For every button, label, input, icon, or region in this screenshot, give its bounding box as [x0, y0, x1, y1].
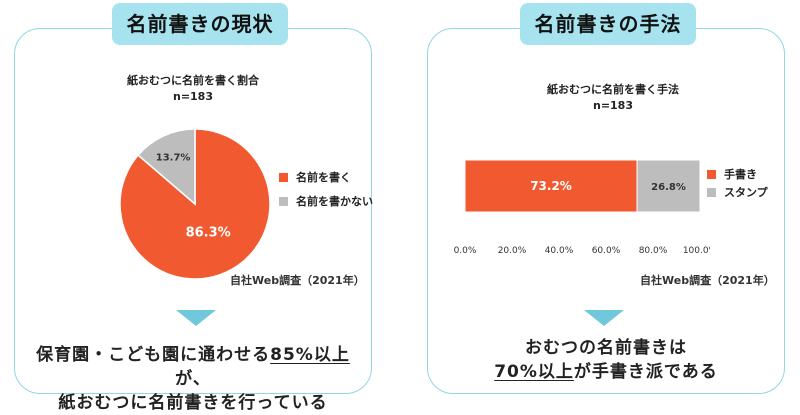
pie-slice [137, 128, 196, 206]
x-tick-label: 20.0% [498, 246, 527, 256]
right-conclusion-line1: おむつの名前書きは [525, 338, 687, 358]
conclusion-text: が手書き派である [573, 362, 718, 382]
x-tick-label: 40.0% [545, 246, 574, 256]
bar-chart-title: 紙おむつに名前を書く手法 n=183 [528, 82, 698, 114]
pie-legend-item: 名前を書く [279, 169, 373, 185]
bar-legend-item: スタンプ [707, 184, 768, 200]
left-conclusion-line1: 保育園・こども園に通わせる85%以上が、 [20, 343, 366, 391]
bar-title-line2: n=183 [592, 99, 633, 112]
right-conclusion: おむつの名前書きは 70%以上が手書き派である [433, 336, 779, 384]
bar-data-label: 73.2% [530, 179, 572, 193]
pie-title-line2: n=183 [172, 90, 213, 103]
down-arrow-icon [584, 310, 624, 326]
pie-legend-label: 名前を書かない [296, 195, 373, 208]
pie-legend-item: 名前を書かない [279, 193, 373, 209]
x-tick-label: 0.0% [454, 246, 477, 256]
x-tick-label: 60.0% [592, 246, 621, 256]
right-panel-title: 名前書きの手法 [520, 3, 696, 45]
right-conclusion-line2: 70%以上が手書き派である [433, 360, 779, 384]
pie-legend-label: 名前を書く [296, 171, 351, 184]
legend-swatch [707, 169, 716, 179]
bar-legend-label: スタンプ [724, 186, 768, 199]
down-arrow-icon [176, 310, 216, 326]
bar-legend-label: 手書き [724, 168, 757, 181]
pie-data-label: 13.7% [156, 152, 191, 163]
conclusion-text: が、 [175, 369, 211, 389]
pie-title-line1: 紙おむつに名前を書く割合 [127, 74, 259, 87]
legend-swatch [279, 196, 288, 206]
pie-chart-title: 紙おむつに名前を書く割合 n=183 [108, 73, 278, 105]
conclusion-text: 保育園・こども園に通わせる [36, 345, 271, 365]
left-conclusion-line2: 紙おむつに名前書きを行っている [58, 393, 328, 413]
pie-chart: 86.3% 13.7% [119, 128, 271, 280]
left-panel-title: 名前書きの現状 [112, 3, 288, 45]
x-tick-label: 80.0% [639, 246, 668, 256]
bar-segment [464, 159, 638, 213]
left-conclusion: 保育園・こども園に通わせる85%以上が、 紙おむつに名前書きを行っている [20, 343, 366, 415]
legend-swatch [279, 172, 288, 182]
bar-segment [636, 159, 701, 213]
pie-source-note: 自社Web調査（2021年） [230, 274, 365, 287]
x-tick-label: 100.0% [683, 246, 710, 256]
bar-title-line1: 紙おむつに名前を書く手法 [547, 83, 679, 96]
bar-legend: 手書き スタンプ [707, 166, 768, 202]
bar-source-note: 自社Web調査（2021年） [640, 274, 775, 287]
conclusion-emphasis: 85%以上 [270, 345, 350, 365]
bar-data-label: 26.8% [651, 182, 686, 193]
bar-legend-item: 手書き [707, 166, 768, 182]
pie-legend: 名前を書く 名前を書かない [279, 169, 373, 217]
legend-swatch [707, 187, 716, 197]
conclusion-emphasis: 70%以上 [494, 362, 574, 382]
pie-data-label: 86.3% [186, 226, 231, 241]
stacked-bar-chart: 73.2% 26.8% 0.0% 20.0% 40.0% 60.0% 80.0% 100.0% [454, 159, 710, 256]
